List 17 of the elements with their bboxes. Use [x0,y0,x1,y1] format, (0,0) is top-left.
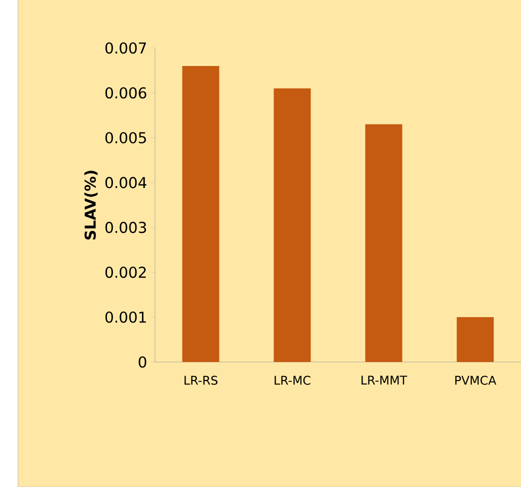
y-tick-label: 0 [138,356,146,368]
x-tick-label: PVMCA [455,376,496,385]
y-tick-label: 0.001 [105,311,146,323]
y-tick-label: 0.005 [105,132,146,144]
bar [365,124,402,362]
y-tick-label: 0.002 [105,266,146,278]
x-tick-label: LR-RS [184,376,218,385]
y-axis-title: SLAV(%) [84,170,98,240]
x-tick-label: LR-MMT [362,376,408,384]
bar [274,88,311,362]
bar [182,66,220,362]
y-tick-label: 0.007 [105,42,146,54]
y-tick-label: 0.006 [105,87,146,99]
bar [456,317,494,362]
x-tick-label: LR-MC [274,376,310,385]
y-tick-label: 0.003 [105,222,146,234]
y-tick-label: 0.004 [105,176,146,188]
